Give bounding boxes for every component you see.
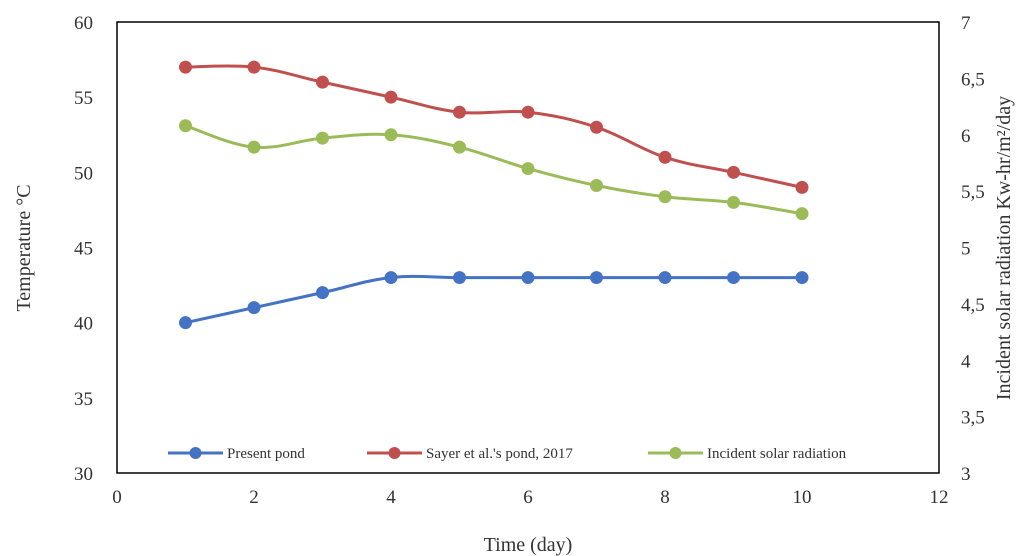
y2-tick-label: 4,5 — [961, 295, 985, 316]
series-line — [185, 64, 803, 189]
data-point — [384, 271, 398, 285]
data-point — [590, 271, 603, 285]
series-line — [185, 124, 803, 216]
x-tick-label: 4 — [386, 487, 396, 508]
x-tick-label: 8 — [660, 487, 670, 508]
x-tick-label: 0 — [112, 487, 122, 508]
y-tick-label: 55 — [74, 88, 93, 109]
data-point — [316, 75, 329, 89]
y2-tick-label: 4 — [961, 351, 971, 372]
data-point — [453, 105, 466, 119]
plot-area-frame — [116, 21, 940, 474]
data-point — [247, 140, 261, 154]
data-point — [453, 140, 466, 154]
y2-tick-label: 5 — [961, 239, 971, 260]
data-point — [247, 301, 261, 315]
data-point — [727, 271, 740, 285]
legend-item: Sayer et al.'s pond, 2017 — [367, 446, 573, 462]
legend-label: Present pond — [227, 446, 305, 462]
legend-marker — [669, 447, 682, 459]
y2-tick-label: 6,5 — [961, 69, 985, 90]
data-point — [247, 60, 261, 74]
y-axis-title: Temperature °C — [13, 184, 35, 311]
x-tick-label: 2 — [249, 487, 259, 508]
x-tick-label: 10 — [793, 487, 812, 508]
series-line — [185, 274, 802, 325]
y2-axis-title: Incident solar radiation Kw-hr/m²/day — [993, 96, 1015, 400]
data-point — [384, 90, 398, 104]
legend-label: Sayer et al.'s pond, 2017 — [426, 446, 573, 462]
data-point — [658, 190, 672, 204]
x-tick-label: 12 — [930, 487, 949, 508]
data-point — [795, 180, 809, 194]
y-tick-label: 35 — [74, 389, 93, 410]
y2-tick-label: 3,5 — [961, 408, 985, 429]
data-point — [727, 165, 740, 179]
data-point — [590, 120, 603, 134]
data-point — [453, 271, 466, 285]
series-1 — [179, 60, 809, 194]
data-point — [727, 195, 740, 209]
data-point — [179, 119, 192, 133]
data-point — [179, 316, 192, 330]
data-point — [521, 105, 535, 119]
legend-marker — [388, 447, 401, 459]
data-point — [658, 150, 672, 164]
y2-tick-label: 7 — [961, 13, 971, 34]
legend-item: Present pond — [168, 446, 305, 462]
legend-marker — [189, 447, 202, 459]
x-tick-label: 6 — [523, 487, 533, 508]
data-point — [316, 286, 329, 300]
data-point — [384, 128, 398, 142]
data-point — [590, 178, 603, 192]
y-tick-label: 40 — [74, 314, 93, 335]
y-tick-label: 30 — [74, 464, 93, 485]
data-point — [521, 271, 535, 285]
y-tick-label: 50 — [74, 163, 93, 184]
y2-tick-label: 3 — [961, 464, 971, 485]
x-axis-title: Time (day) — [484, 534, 573, 556]
y-tick-label: 60 — [74, 13, 93, 34]
y-tick-label: 45 — [74, 239, 93, 260]
series-0 — [179, 271, 809, 330]
legend-label: Incident solar radiation — [707, 446, 847, 462]
data-point — [795, 271, 809, 285]
y2-tick-label: 6 — [961, 126, 971, 147]
series-2 — [179, 119, 809, 221]
data-point — [658, 271, 672, 285]
data-point — [179, 60, 192, 74]
data-point — [316, 131, 329, 145]
data-point — [795, 207, 809, 221]
legend-item: Incident solar radiation — [648, 446, 847, 462]
y2-tick-label: 5,5 — [961, 182, 985, 203]
data-point — [521, 162, 535, 176]
